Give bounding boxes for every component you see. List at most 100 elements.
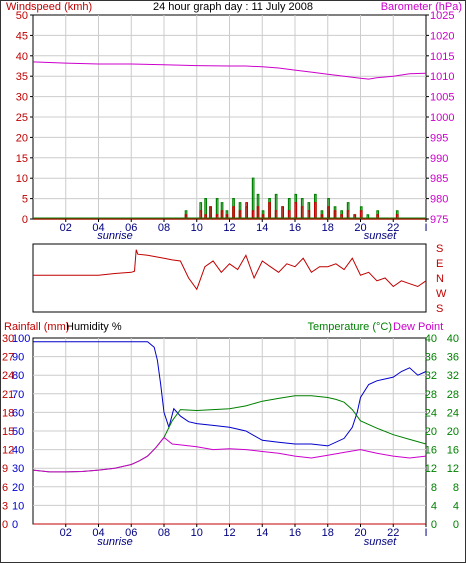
y-tick-label: 20 [16, 132, 28, 144]
y-tick-label: 30 [16, 92, 28, 104]
rain-tick-label: 18 [2, 407, 14, 419]
y2-tick-label: 990 [430, 153, 448, 165]
humidity-tick-label: 80 [12, 370, 24, 382]
direction-label: N [436, 273, 444, 285]
temp-tick-label: 24 [447, 407, 459, 419]
temp-tick-label: 4 [453, 500, 459, 512]
panel1-sunrise-label: sunrise [97, 230, 132, 242]
humidity-tick-label: 70 [12, 389, 24, 401]
y2-tick-label: 1000 [430, 112, 454, 124]
x-tick-label: 20 [354, 222, 366, 234]
x-tick-label: I [424, 222, 427, 234]
y-tick-label: 35 [16, 71, 28, 83]
rainfall-axis-label: Rainfall (mm) [4, 321, 69, 333]
temp-tick-label-inner: 12 [425, 463, 437, 475]
panel1-left-ticks: 0 5 10 15 20 25 30 35 40 45 50 [16, 10, 33, 226]
x-tick-label: 16 [289, 527, 301, 539]
panel3-humidity-ticks: 0 10 20 30 40 50 60 70 80 90 100 [12, 333, 30, 531]
x-tick-label: 22 [387, 222, 399, 234]
temp-tick-label-inner: 4 [431, 500, 437, 512]
y2-tick-label: 995 [430, 132, 448, 144]
panel3-sunset-label: sunset [364, 536, 397, 548]
y-tick-label: 50 [16, 10, 28, 22]
panel2-plot-area [32, 243, 427, 313]
windspeed-axis-label: Windspeed (kmh) [6, 1, 92, 13]
windspeed-line [33, 202, 428, 220]
humidity-line [33, 341, 427, 447]
x-tick-label: I [424, 527, 427, 539]
rain-tick-label: 3 [2, 500, 8, 512]
y-tick-label: 0 [22, 214, 28, 226]
humidity-tick-label: 40 [12, 445, 24, 457]
humidity-axis-label: Humidity % [66, 321, 122, 333]
barometer-axis-label: Barometer (hPa) [381, 1, 462, 13]
temp-tick-label-inner: 20 [425, 426, 437, 438]
direction-label: W [436, 288, 447, 300]
dewpoint-line [32, 436, 427, 473]
temp-tick-label-inner: 40 [425, 333, 437, 345]
temp-tick-label-inner: 28 [425, 389, 437, 401]
temp-tick-label-inner: 36 [425, 352, 437, 364]
temp-tick-label: 32 [447, 370, 459, 382]
temp-tick-label: 20 [447, 426, 459, 438]
x-tick-label: 12 [223, 527, 235, 539]
humidity-tick-label: 50 [12, 426, 24, 438]
temp-tick-label: 36 [447, 352, 459, 364]
temp-tick-label: 40 [447, 333, 459, 345]
rain-tick-label: 24 [2, 370, 14, 382]
x-tick-label: 02 [60, 222, 72, 234]
y-tick-label: 40 [16, 51, 28, 63]
panel2-series [33, 249, 427, 291]
temp-tick-label-inner: 16 [425, 445, 437, 457]
wind-direction-line [33, 249, 427, 291]
y2-tick-label: 1025 [430, 10, 454, 22]
panel3-sunrise-label: sunrise [97, 536, 132, 548]
panel1-sunset-label: sunset [364, 230, 397, 242]
temperature-axis-label: Temperature (°C) [308, 321, 392, 333]
x-tick-label: 10 [191, 222, 203, 234]
temp-tick-label-inner: 8 [431, 482, 437, 494]
y-tick-label: 15 [16, 153, 28, 165]
chart-title: 24 hour graph day : 11 July 2008 [153, 1, 313, 13]
x-tick-label: 18 [322, 527, 334, 539]
panel3-rain-ticks: 0 3 6 9 12 15 18 21 24 27 30 [2, 333, 14, 531]
y2-tick-label: 980 [430, 194, 448, 206]
temp-tick-label: 12 [447, 463, 459, 475]
temp-tick-label: 0 [453, 519, 459, 531]
y-tick-label: 10 [16, 173, 28, 185]
panel1-series [32, 61, 428, 220]
y2-tick-label: 1015 [430, 51, 454, 63]
y-tick-label: 45 [16, 30, 28, 42]
humidity-tick-label: 20 [12, 482, 24, 494]
rain-tick-label: 21 [2, 389, 14, 401]
barometer-line [32, 61, 427, 80]
rain-tick-label: 15 [2, 426, 14, 438]
panel3-mid-ticks: 0 4 8 12 16 20 24 28 32 36 40 [425, 333, 437, 531]
direction-label: S [436, 243, 443, 255]
panel1-x-ticks: 02 04 06 08 10 12 14 16 18 20 22 I [60, 219, 428, 234]
y2-tick-label: 1010 [430, 71, 454, 83]
rain-tick-label: 0 [2, 519, 8, 531]
temp-tick-label: 8 [453, 482, 459, 494]
y2-tick-label: 985 [430, 173, 448, 185]
x-tick-label: 06 [125, 222, 137, 234]
temp-tick-label: 16 [447, 445, 459, 457]
direction-label: E [436, 258, 443, 270]
temp-tick-label-inner: 24 [425, 407, 437, 419]
x-tick-label: 04 [92, 527, 104, 539]
humidity-tick-label: 60 [12, 407, 24, 419]
x-tick-label: 10 [191, 527, 203, 539]
humidity-tick-label: 0 [12, 519, 18, 531]
panel1-grid [33, 15, 426, 219]
x-tick-label: 04 [92, 222, 104, 234]
dewpoint-axis-label: Dew Point [393, 321, 443, 333]
y2-tick-label: 1005 [430, 92, 454, 104]
y-tick-label: 25 [16, 112, 28, 124]
x-tick-label: 06 [125, 527, 137, 539]
y-tick-label: 5 [22, 194, 28, 206]
x-tick-label: 12 [223, 222, 235, 234]
x-tick-label: 16 [289, 222, 301, 234]
humidity-tick-label: 100 [12, 333, 30, 345]
